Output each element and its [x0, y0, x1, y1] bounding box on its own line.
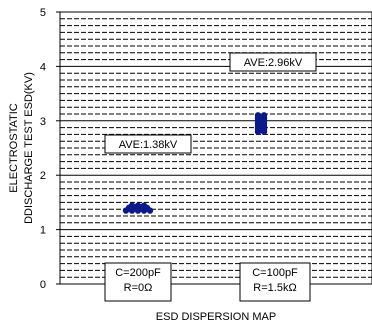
average-label-group-2-box — [229, 52, 317, 72]
y-tick-label: 2 — [40, 170, 46, 182]
data-point — [146, 207, 154, 214]
group-label-2-text: R=1.5kΩ — [253, 282, 296, 294]
annotations: AVE:1.38kV AVE:2.96kV C=200pF R=0Ω C=100pF R=… — [104, 52, 317, 302]
average-label-group-1: AVE:1.38kV — [104, 134, 192, 154]
y-tick-label: 0 — [40, 279, 46, 291]
y-tick-label: 3 — [40, 116, 46, 128]
group-label-1: C=200pF R=0Ω — [104, 262, 172, 302]
average-label-group-1-box — [104, 134, 192, 154]
data-point — [128, 207, 136, 214]
grid-lines — [60, 18, 372, 278]
y-tick-label: 4 — [40, 61, 46, 73]
data-point — [254, 128, 262, 135]
group-label-2: C=100pF R=1.5kΩ — [239, 262, 311, 302]
group-label-1-text: R=0Ω — [124, 282, 153, 294]
data-point — [140, 207, 148, 214]
y-axis-ticks: 0 1 2 3 4 5 — [40, 7, 60, 291]
average-label-group-2: AVE:2.96kV — [229, 52, 317, 72]
data-point — [260, 128, 268, 135]
average-label-group-2-text: AVE:2.96kV — [244, 57, 303, 69]
plot-frame — [59, 11, 372, 285]
y-axis-label-line-2: DDISCHARGE TEST ESD(KV) — [23, 72, 35, 224]
data-point — [134, 207, 142, 214]
group-label-2-box — [239, 262, 311, 302]
average-label-group-1-text: AVE:1.38kV — [119, 139, 178, 151]
group-label-2-text: C=100pF — [252, 267, 298, 279]
x-axis-label: ESD DISPERSION MAP — [156, 311, 276, 323]
y-axis-label-line-1: ELECTROSTATIC — [8, 103, 20, 192]
data-points — [122, 112, 268, 214]
y-tick-label: 5 — [40, 7, 46, 19]
group-label-1-box — [104, 262, 172, 302]
y-tick-label: 1 — [40, 225, 46, 237]
data-point — [122, 207, 130, 214]
y-axis-label: ELECTROSTATIC DDISCHARGE TEST ESD(KV) — [8, 72, 35, 224]
group-label-1-text: C=200pF — [115, 267, 161, 279]
